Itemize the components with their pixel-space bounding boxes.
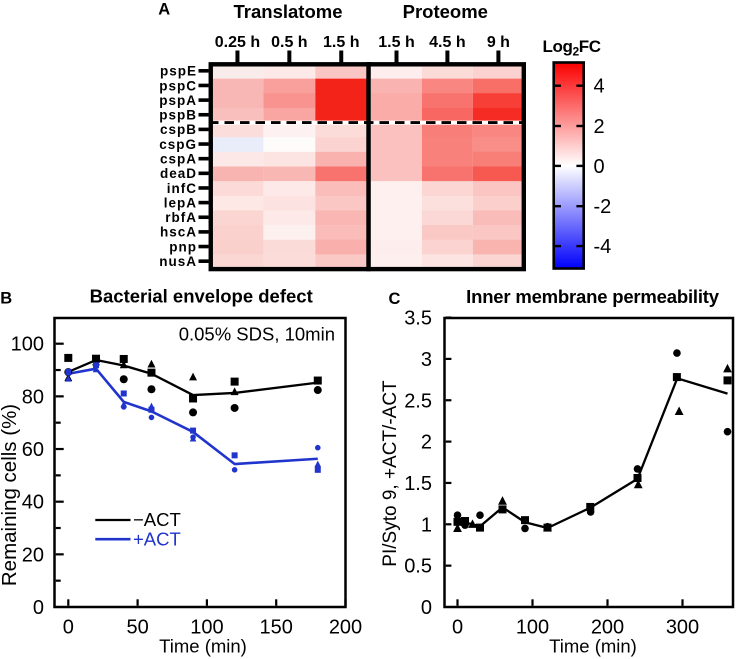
svg-text:cspG: cspG xyxy=(159,137,197,152)
svg-text:Proteome: Proteome xyxy=(403,1,488,22)
svg-text:0: 0 xyxy=(452,617,463,639)
svg-text:0: 0 xyxy=(594,156,605,178)
svg-text:200: 200 xyxy=(329,617,362,639)
svg-text:100: 100 xyxy=(11,334,44,356)
svg-text:Time (min): Time (min) xyxy=(549,636,637,657)
svg-text:infC: infC xyxy=(167,181,197,196)
svg-text:B: B xyxy=(0,290,12,308)
svg-text:pnp: pnp xyxy=(169,239,197,254)
svg-text:4: 4 xyxy=(594,76,605,98)
svg-text:lepA: lepA xyxy=(164,195,197,210)
svg-text:pspE: pspE xyxy=(160,64,197,79)
svg-text:-4: -4 xyxy=(594,236,612,258)
svg-text:0.25 h: 0.25 h xyxy=(215,34,260,51)
svg-text:A: A xyxy=(158,0,170,18)
svg-text:0.5: 0.5 xyxy=(404,556,432,578)
svg-text:PI/Syto 9, +ACT/-ACT: PI/Syto 9, +ACT/-ACT xyxy=(380,380,401,567)
svg-text:9 h: 9 h xyxy=(487,34,510,51)
svg-text:200: 200 xyxy=(591,617,624,639)
svg-text:deaD: deaD xyxy=(160,166,197,181)
svg-text:Translatome: Translatome xyxy=(234,1,343,22)
svg-text:100: 100 xyxy=(190,617,223,639)
svg-text:+ACT: +ACT xyxy=(133,529,181,550)
svg-text:3: 3 xyxy=(421,349,432,371)
svg-text:Remaining cells (%): Remaining cells (%) xyxy=(0,404,21,586)
svg-text:40: 40 xyxy=(22,492,44,514)
svg-text:-2: -2 xyxy=(594,196,612,218)
svg-text:0.05% SDS, 10min: 0.05% SDS, 10min xyxy=(179,324,335,345)
svg-text:150: 150 xyxy=(260,617,293,639)
svg-text:pspB: pspB xyxy=(159,108,197,123)
svg-text:pspA: pspA xyxy=(159,93,197,108)
svg-text:Time (min): Time (min) xyxy=(159,636,247,657)
svg-text:2: 2 xyxy=(594,116,605,138)
svg-text:0: 0 xyxy=(33,597,44,619)
svg-text:0: 0 xyxy=(63,617,74,639)
svg-text:cspB: cspB xyxy=(160,122,197,137)
svg-text:hscA: hscA xyxy=(160,225,197,240)
svg-text:100: 100 xyxy=(516,617,549,639)
svg-text:Bacterial envelope defect: Bacterial envelope defect xyxy=(90,286,313,307)
svg-text:1.5: 1.5 xyxy=(404,473,432,495)
svg-text:50: 50 xyxy=(126,617,148,639)
svg-text:Log2FC: Log2FC xyxy=(543,37,601,59)
svg-text:4.5 h: 4.5 h xyxy=(429,34,465,51)
svg-text:80: 80 xyxy=(22,386,44,408)
svg-text:−ACT: −ACT xyxy=(133,509,181,530)
svg-text:2.5: 2.5 xyxy=(404,390,432,412)
svg-text:2: 2 xyxy=(421,432,432,454)
svg-text:nusA: nusA xyxy=(159,254,197,269)
svg-text:1.5 h: 1.5 h xyxy=(323,34,359,51)
svg-text:300: 300 xyxy=(666,617,699,639)
svg-text:C: C xyxy=(389,290,401,308)
svg-text:0: 0 xyxy=(421,597,432,619)
svg-text:cspA: cspA xyxy=(160,151,197,166)
svg-text:3.5: 3.5 xyxy=(404,308,432,330)
svg-text:rbfA: rbfA xyxy=(165,210,197,225)
svg-text:1: 1 xyxy=(421,514,432,536)
svg-text:Inner membrane permeability: Inner membrane permeability xyxy=(466,286,720,307)
svg-text:60: 60 xyxy=(22,439,44,461)
svg-text:pspC: pspC xyxy=(159,78,197,93)
svg-text:1.5 h: 1.5 h xyxy=(378,34,414,51)
svg-text:20: 20 xyxy=(22,544,44,566)
svg-text:0.5 h: 0.5 h xyxy=(271,34,307,51)
